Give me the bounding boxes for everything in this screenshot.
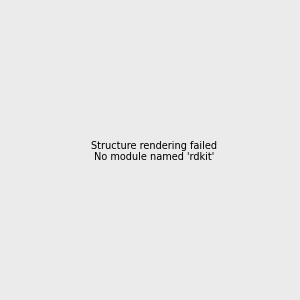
Text: Structure rendering failed
No module named 'rdkit': Structure rendering failed No module nam…: [91, 141, 217, 162]
